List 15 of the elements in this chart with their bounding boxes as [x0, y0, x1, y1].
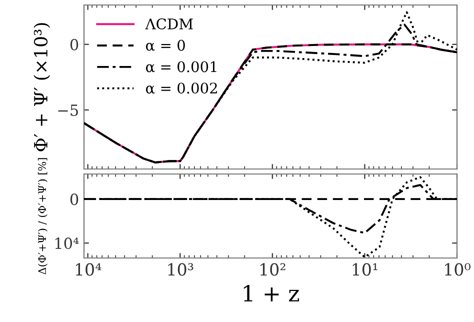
y-tick-label: 0 — [70, 38, 78, 50]
legend-label: α = 0.002 — [146, 82, 217, 94]
y-tick-label: 10⁴ — [55, 238, 79, 250]
x-tick-label: 10¹ — [352, 263, 378, 276]
legend-label: α = 0.001 — [146, 61, 216, 72]
x-tick-label: 10³ — [168, 263, 194, 276]
x-tick-label: 10⁰ — [445, 263, 471, 276]
x-tick-label: 10² — [260, 263, 286, 276]
legend-label: α = 0 — [146, 40, 185, 51]
y-axis-title: Δ(Φ′+Ψ′) / (Φ′+Ψ′) [%] — [38, 158, 48, 274]
legend-label: ΛCDM — [145, 18, 193, 30]
y-tick-label: 0 — [70, 194, 78, 206]
y-axis-title: Φ′ + Ψ′ (×10³) — [34, 23, 50, 152]
y-tick-label: −5 — [58, 104, 78, 116]
x-axis-title: 1 + z — [244, 284, 299, 302]
